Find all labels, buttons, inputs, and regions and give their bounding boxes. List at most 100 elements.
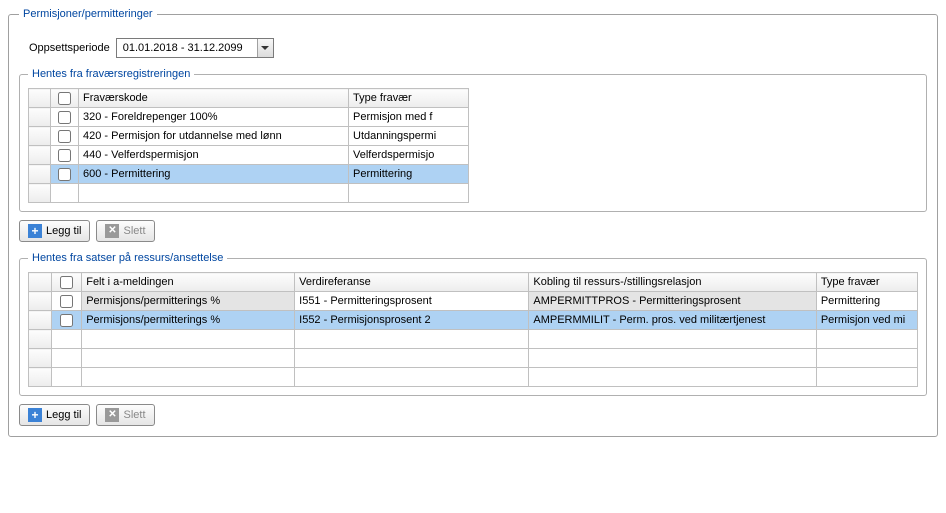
cell-valref[interactable]: I552 - Permisjonsprosent 2 bbox=[295, 311, 529, 330]
row-check-cell[interactable] bbox=[51, 165, 79, 184]
table-row[interactable]: 320 - Foreldrepenger 100% Permisjon med … bbox=[29, 108, 469, 127]
plus-icon: + bbox=[28, 224, 42, 238]
cell-valref[interactable] bbox=[295, 349, 529, 368]
delete-icon: ✕ bbox=[105, 408, 119, 422]
row-check-cell[interactable] bbox=[52, 368, 82, 387]
cell-code[interactable]: 600 - Permittering bbox=[79, 165, 349, 184]
col-type[interactable]: Type fravær bbox=[349, 89, 469, 108]
table-row[interactable]: 440 - Velferdspermisjon Velferdspermisjo bbox=[29, 146, 469, 165]
chevron-down-icon bbox=[261, 46, 269, 50]
col-field[interactable]: Felt i a-meldingen bbox=[82, 273, 295, 292]
cell-code[interactable]: 320 - Foreldrepenger 100% bbox=[79, 108, 349, 127]
row-header bbox=[29, 127, 51, 146]
row-check-cell[interactable] bbox=[51, 146, 79, 165]
cell-valref[interactable] bbox=[295, 330, 529, 349]
delete-icon: ✕ bbox=[105, 224, 119, 238]
row-checkbox[interactable] bbox=[60, 314, 73, 327]
col-type[interactable]: Type fravær bbox=[816, 273, 917, 292]
row-header bbox=[29, 349, 52, 368]
table-row[interactable]: Permisjons/permitterings % I552 - Permis… bbox=[29, 311, 918, 330]
col-valref[interactable]: Verdireferanse bbox=[295, 273, 529, 292]
cell-field[interactable]: Permisjons/permitterings % bbox=[82, 311, 295, 330]
row-check-cell[interactable] bbox=[52, 311, 82, 330]
delete-button[interactable]: ✕ Slett bbox=[96, 404, 154, 426]
table-row[interactable]: 600 - Permittering Permittering bbox=[29, 165, 469, 184]
col-code[interactable]: Fraværskode bbox=[79, 89, 349, 108]
plus-icon: + bbox=[28, 408, 42, 422]
cell-type[interactable]: Permisjon ved mi bbox=[816, 311, 917, 330]
delete-button-label: Slett bbox=[123, 409, 145, 421]
row-checkbox[interactable] bbox=[58, 111, 71, 124]
cell-field[interactable] bbox=[82, 368, 295, 387]
add-button[interactable]: + Legg til bbox=[19, 404, 90, 426]
cell-type[interactable]: Permisjon med f bbox=[349, 108, 469, 127]
row-checkbox[interactable] bbox=[58, 168, 71, 181]
cell-valref[interactable] bbox=[295, 368, 529, 387]
cell-valref[interactable]: I551 - Permitteringsprosent bbox=[295, 292, 529, 311]
table-row[interactable]: 420 - Permisjon for utdannelse med lønn … bbox=[29, 127, 469, 146]
row-check-cell[interactable] bbox=[51, 108, 79, 127]
table-header-row: Felt i a-meldingen Verdireferanse Koblin… bbox=[29, 273, 918, 292]
cell-field[interactable] bbox=[82, 330, 295, 349]
cell-link[interactable] bbox=[529, 349, 816, 368]
table-header-row: Fraværskode Type fravær bbox=[29, 89, 469, 108]
checkall-cell[interactable] bbox=[52, 273, 82, 292]
delete-button-label: Slett bbox=[123, 225, 145, 237]
cell-type[interactable] bbox=[816, 330, 917, 349]
row-check-cell[interactable] bbox=[51, 184, 79, 203]
row-check-cell[interactable] bbox=[52, 292, 82, 311]
checkall-checkbox[interactable] bbox=[60, 276, 73, 289]
row-checkbox[interactable] bbox=[58, 149, 71, 162]
main-panel: Permisjoner/permitteringer Oppsettsperio… bbox=[8, 8, 938, 437]
rates-table: Felt i a-meldingen Verdireferanse Koblin… bbox=[28, 272, 918, 387]
row-header bbox=[29, 146, 51, 165]
rowheader-col bbox=[29, 273, 52, 292]
absence-section: Hentes fra fraværsregistreringen Fraværs… bbox=[19, 68, 927, 212]
table-row-empty[interactable] bbox=[29, 330, 918, 349]
cell-code[interactable]: 440 - Velferdspermisjon bbox=[79, 146, 349, 165]
absence-section-title: Hentes fra fraværsregistreringen bbox=[28, 68, 194, 80]
row-header bbox=[29, 330, 52, 349]
period-row: Oppsettsperiode 01.01.2018 - 31.12.2099 bbox=[29, 38, 927, 58]
row-header bbox=[29, 311, 52, 330]
cell-type[interactable]: Permittering bbox=[349, 165, 469, 184]
delete-button[interactable]: ✕ Slett bbox=[96, 220, 154, 242]
cell-link[interactable]: AMPERMMILIT - Perm. pros. ved militærtje… bbox=[529, 311, 816, 330]
cell-field[interactable] bbox=[82, 349, 295, 368]
row-checkbox[interactable] bbox=[58, 130, 71, 143]
cell-field[interactable]: Permisjons/permitterings % bbox=[82, 292, 295, 311]
cell-link[interactable] bbox=[529, 368, 816, 387]
row-header bbox=[29, 165, 51, 184]
cell-type[interactable] bbox=[816, 349, 917, 368]
row-check-cell[interactable] bbox=[51, 127, 79, 146]
row-check-cell[interactable] bbox=[52, 349, 82, 368]
cell-code[interactable] bbox=[79, 184, 349, 203]
cell-type[interactable] bbox=[816, 368, 917, 387]
row-header bbox=[29, 368, 52, 387]
table-row-empty[interactable] bbox=[29, 368, 918, 387]
checkall-checkbox[interactable] bbox=[58, 92, 71, 105]
main-title: Permisjoner/permitteringer bbox=[19, 8, 157, 20]
row-header bbox=[29, 292, 52, 311]
row-checkbox[interactable] bbox=[60, 295, 73, 308]
table-row-empty[interactable] bbox=[29, 349, 918, 368]
add-button[interactable]: + Legg til bbox=[19, 220, 90, 242]
period-dropdown-button[interactable] bbox=[257, 39, 273, 57]
absence-table: Fraværskode Type fravær 320 - Foreldrepe… bbox=[28, 88, 469, 203]
table-row-empty[interactable] bbox=[29, 184, 469, 203]
col-link[interactable]: Kobling til ressurs-/stillingsrelasjon bbox=[529, 273, 816, 292]
checkall-cell[interactable] bbox=[51, 89, 79, 108]
row-header bbox=[29, 184, 51, 203]
cell-type[interactable]: Utdanningspermi bbox=[349, 127, 469, 146]
absence-button-row: + Legg til ✕ Slett bbox=[19, 220, 927, 242]
cell-code[interactable]: 420 - Permisjon for utdannelse med lønn bbox=[79, 127, 349, 146]
table-row[interactable]: Permisjons/permitterings % I551 - Permit… bbox=[29, 292, 918, 311]
row-check-cell[interactable] bbox=[52, 330, 82, 349]
add-button-label: Legg til bbox=[46, 225, 81, 237]
cell-type[interactable]: Permittering bbox=[816, 292, 917, 311]
cell-type[interactable]: Velferdspermisjo bbox=[349, 146, 469, 165]
period-select[interactable]: 01.01.2018 - 31.12.2099 bbox=[116, 38, 274, 58]
cell-type[interactable] bbox=[349, 184, 469, 203]
cell-link[interactable] bbox=[529, 330, 816, 349]
cell-link[interactable]: AMPERMITTPROS - Permitteringsprosent bbox=[529, 292, 816, 311]
